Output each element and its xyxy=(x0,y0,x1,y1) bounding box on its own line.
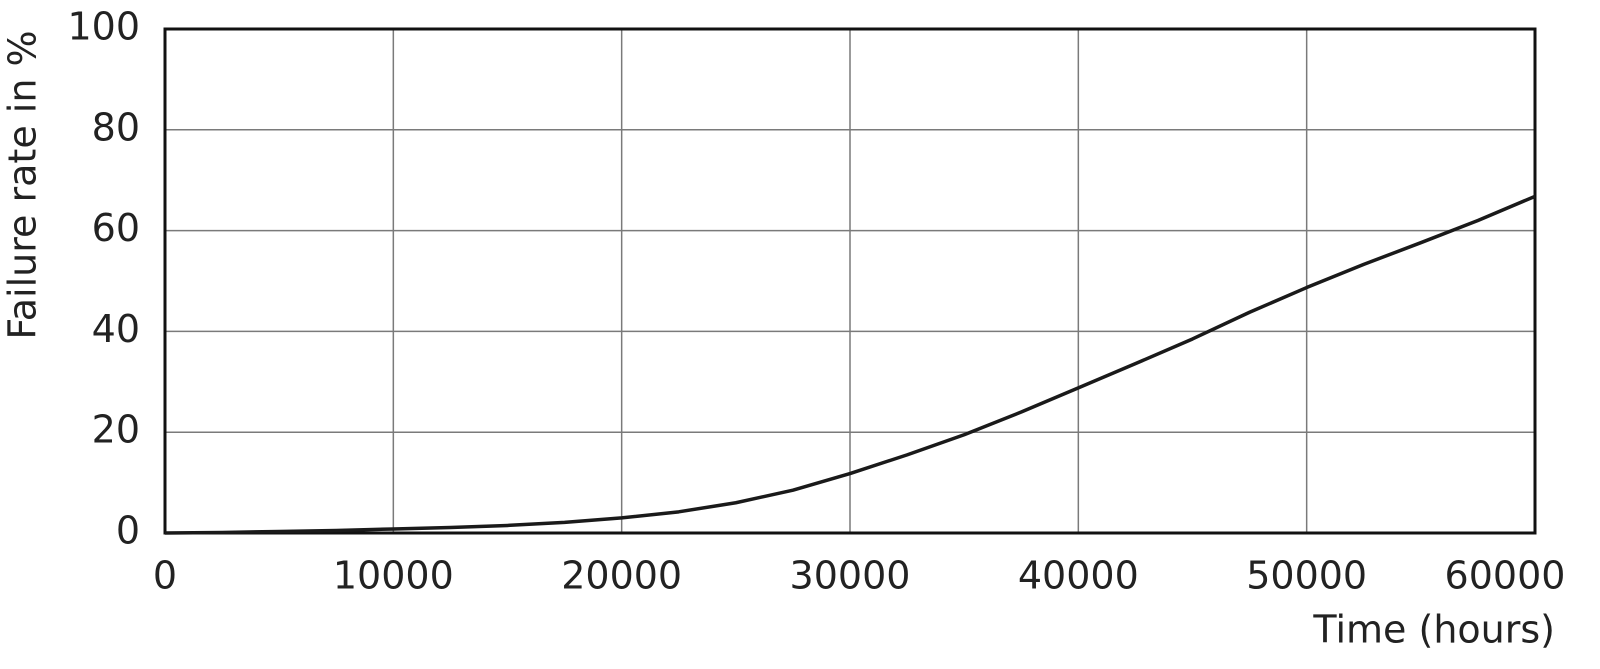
y-tick-label: 80 xyxy=(92,105,140,149)
x-tick-label: 50000 xyxy=(1246,554,1367,598)
plot-border xyxy=(163,27,1537,535)
y-axis-label: Failure rate in % xyxy=(1,30,45,339)
x-tick-label: 40000 xyxy=(1018,554,1139,598)
y-tick-label: 0 xyxy=(116,509,140,553)
y-tick-label: 20 xyxy=(92,408,140,452)
y-tick-label: 40 xyxy=(92,307,140,351)
x-axis-label: Time (hours) xyxy=(1312,608,1555,652)
x-tick-label: 60000 xyxy=(1445,554,1566,598)
x-tick-label: 30000 xyxy=(790,554,911,598)
x-tick-label: 20000 xyxy=(561,554,682,598)
line-series xyxy=(164,194,1536,535)
x-tick-label: 0 xyxy=(153,554,177,598)
y-tick-label: 60 xyxy=(92,206,140,250)
y-tick-label: 100 xyxy=(67,5,140,49)
x-tick-label: 10000 xyxy=(333,554,454,598)
